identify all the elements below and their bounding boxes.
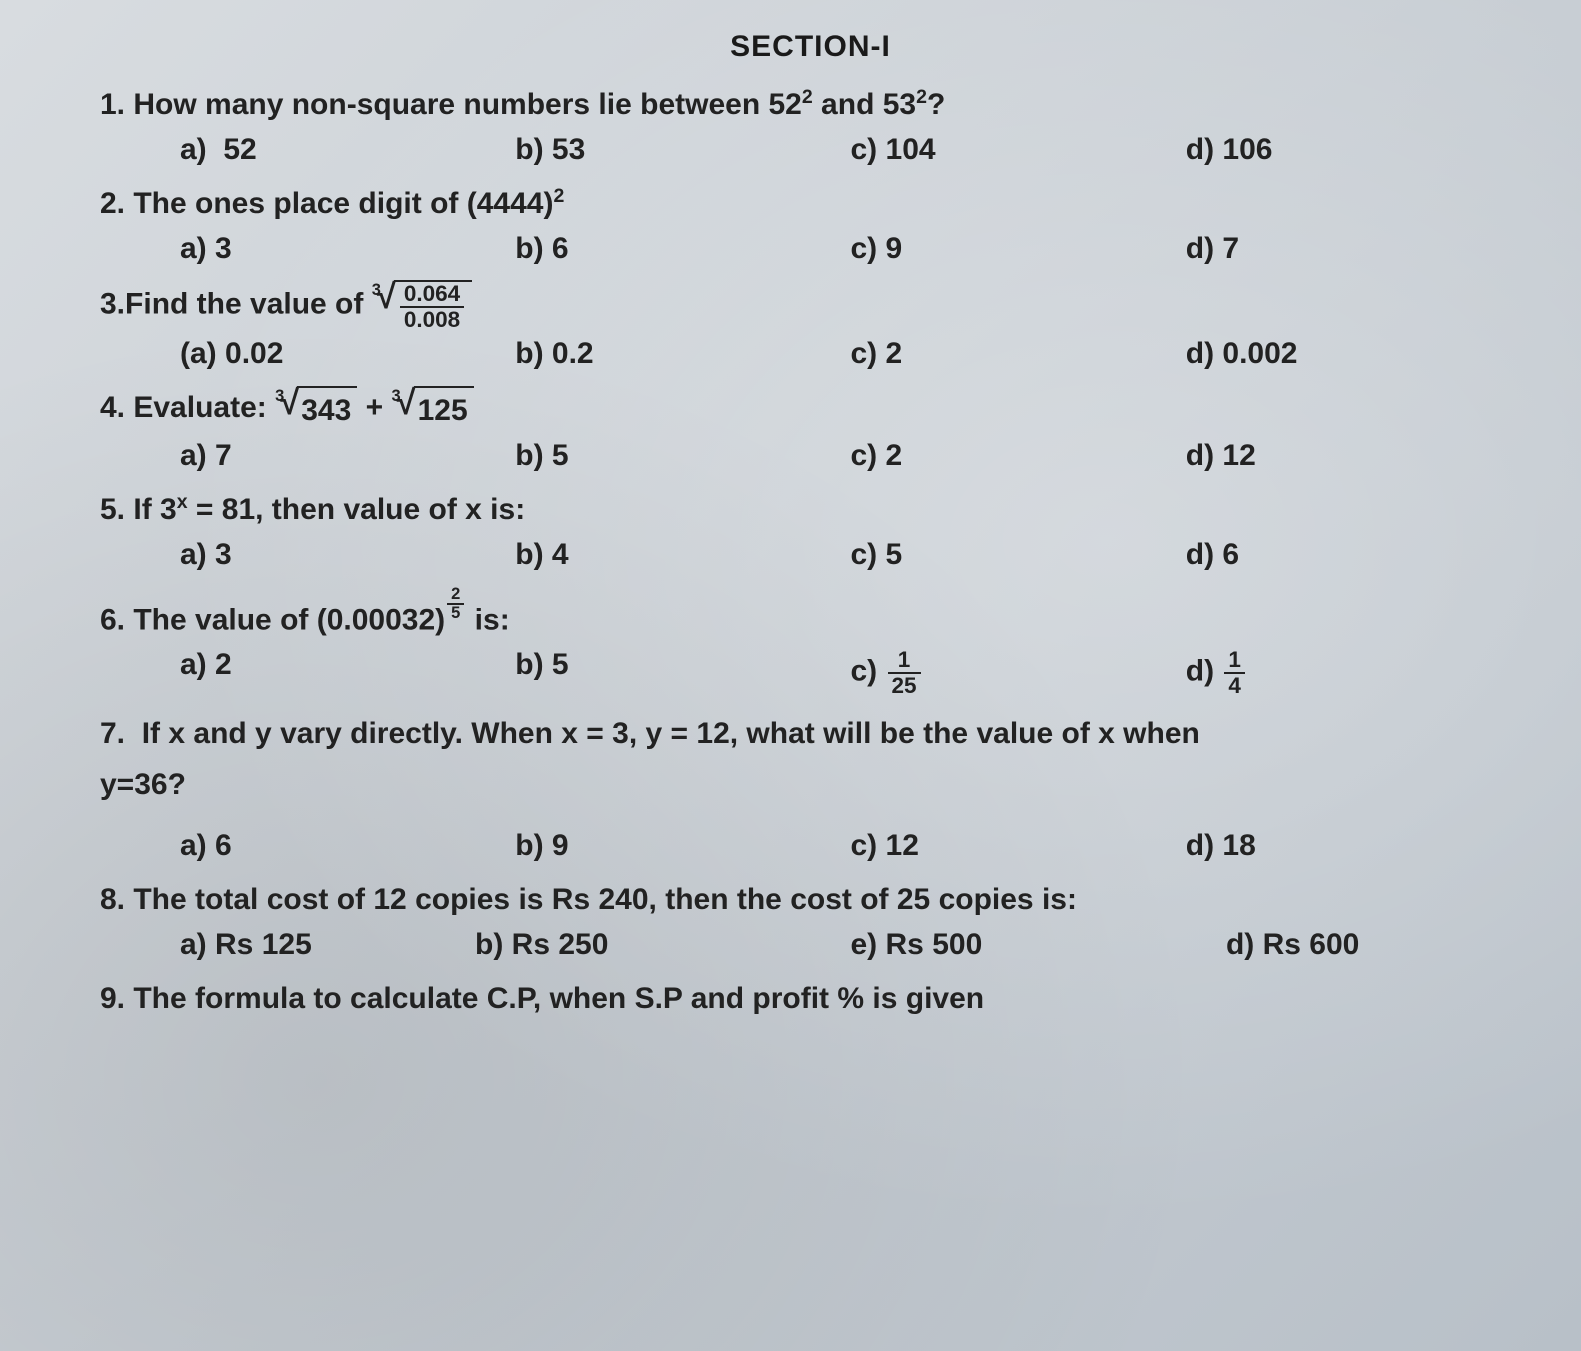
q4-text: Evaluate:: [133, 391, 275, 424]
q5-opt-b: b) 4: [515, 538, 850, 572]
q2-opt-d: d) 7: [1186, 232, 1521, 266]
q6-exp: 25: [447, 586, 464, 623]
q2-opt-a: a) 3: [180, 232, 515, 266]
q4-root2: 3√125: [391, 386, 473, 433]
q6-opt-b: b) 5: [515, 648, 850, 697]
q8-options: a) Rs 125 b) Rs 250 e) Rs 500 d) Rs 600: [100, 928, 1521, 962]
q3-text: Find the value of: [125, 288, 372, 321]
q1-opt-b: b) 53: [515, 133, 850, 167]
q5-sup: x: [177, 491, 188, 513]
q1-text-a: How many non-square numbers lie between …: [133, 88, 802, 121]
question-6: 6. The value of (0.00032)25 is:: [100, 586, 1521, 642]
question-3: 3.Find the value of 3 √ 0.064 0.008: [100, 280, 1521, 331]
q5-text-a: If 3: [133, 493, 176, 526]
q1-number: 1.: [100, 88, 133, 121]
q5-text-b: = 81, then value of x is:: [188, 493, 526, 526]
q4-opt-d: d) 12: [1186, 439, 1521, 473]
q8-opt-d: d) Rs 600: [1226, 928, 1521, 962]
q5-opt-c: c) 5: [851, 538, 1186, 572]
q2-opt-c: c) 9: [851, 232, 1186, 266]
q6-opt-d: d) 14: [1186, 648, 1521, 697]
q6-text-b: is:: [466, 603, 509, 636]
q7-opt-c: c) 12: [851, 829, 1186, 863]
q3-opt-a: (a) 0.02: [180, 337, 515, 371]
q4-opt-b: b) 5: [515, 439, 850, 473]
q6-opt-a: a) 2: [180, 648, 515, 697]
q7-text: If x and y vary directly. When x = 3, y …: [142, 717, 1200, 750]
q1-options: a) 52 b) 53 c) 104 d) 106: [100, 133, 1521, 167]
question-1: 1. How many non-square numbers lie betwe…: [100, 82, 1521, 127]
q3-cube-root: 3 √ 0.064 0.008: [372, 280, 472, 331]
q3-opt-c: c) 2: [851, 337, 1186, 371]
q4-options: a) 7 b) 5 c) 2 d) 12: [100, 439, 1521, 473]
q5-opt-a: a) 3: [180, 538, 515, 572]
q6-opt-c: c) 125: [851, 648, 1186, 697]
q1-opt-c: c) 104: [851, 133, 1186, 167]
q3-opt-d: d) 0.002: [1186, 337, 1521, 371]
q2-options: a) 3 b) 6 c) 9 d) 7: [100, 232, 1521, 266]
q1-sup2: 2: [916, 86, 927, 108]
q3-options: (a) 0.02 b) 0.2 c) 2 d) 0.002: [100, 337, 1521, 371]
q7-opt-b: b) 9: [515, 829, 850, 863]
q5-opt-d: d) 6: [1186, 538, 1521, 572]
question-7-cont: y=36?: [100, 762, 1521, 807]
q1-sup1: 2: [802, 86, 813, 108]
question-8: 8. The total cost of 12 copies is Rs 240…: [100, 877, 1521, 922]
q8-opt-b: b) Rs 250: [475, 928, 850, 962]
question-7: 7. If x and y vary directly. When x = 3,…: [100, 711, 1521, 756]
exam-sheet: SECTION-I 1. How many non-square numbers…: [100, 30, 1521, 1021]
q3-opt-b: b) 0.2: [515, 337, 850, 371]
question-4: 4. Evaluate: 3√343 + 3√125: [100, 385, 1521, 433]
q9-text: The formula to calculate C.P, when S.P a…: [133, 982, 984, 1015]
q1-opt-d: d) 106: [1186, 133, 1521, 167]
q6-text-a: The value of (0.00032): [133, 603, 445, 636]
q7-opt-a: a) 6: [180, 829, 515, 863]
q4-opt-a: a) 7: [180, 439, 515, 473]
q8-opt-a: a) Rs 125: [180, 928, 475, 962]
question-2: 2. The ones place digit of (4444)2: [100, 181, 1521, 226]
q4-opt-c: c) 2: [851, 439, 1186, 473]
q1-text-b: and 53: [813, 88, 916, 121]
q7-opt-d: d) 18: [1186, 829, 1521, 863]
q2-text: The ones place digit of (4444): [133, 187, 553, 220]
question-5: 5. If 3x = 81, then value of x is:: [100, 487, 1521, 532]
q1-opt-a: a) 52: [180, 133, 515, 167]
q1-text-c: ?: [927, 88, 945, 121]
q5-options: a) 3 b) 4 c) 5 d) 6: [100, 538, 1521, 572]
q6-options: a) 2 b) 5 c) 125 d) 14: [100, 648, 1521, 697]
q8-text: The total cost of 12 copies is Rs 240, t…: [133, 883, 1077, 916]
q3-fraction: 0.064 0.008: [400, 282, 464, 331]
section-heading: SECTION-I: [100, 30, 1521, 64]
q8-opt-c: e) Rs 500: [850, 928, 1225, 962]
q4-root1: 3√343: [275, 386, 357, 433]
q2-opt-b: b) 6: [515, 232, 850, 266]
q7-options: a) 6 b) 9 c) 12 d) 18: [100, 829, 1521, 863]
q2-sup: 2: [553, 185, 564, 207]
question-9: 9. The formula to calculate C.P, when S.…: [100, 976, 1521, 1021]
